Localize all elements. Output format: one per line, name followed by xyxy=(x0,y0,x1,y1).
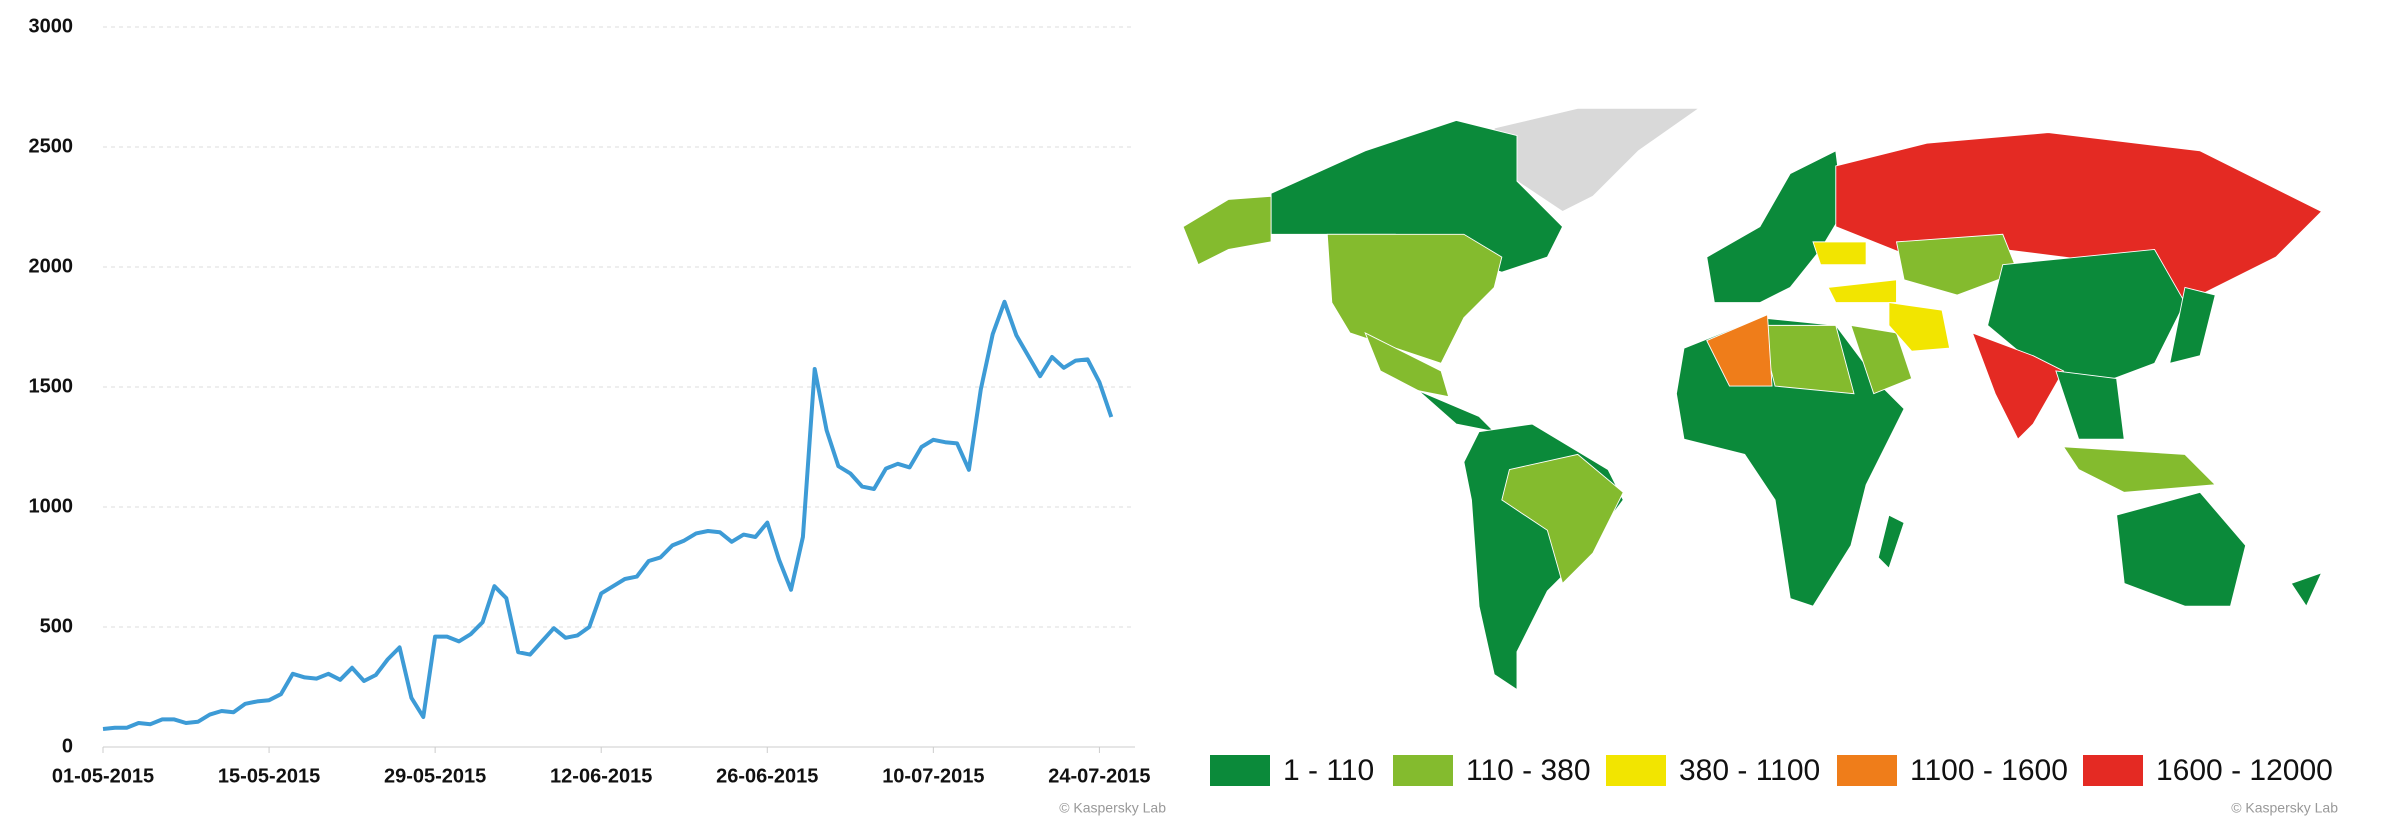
legend-label: 1600 - 12000 xyxy=(2156,754,2333,787)
legend-swatch xyxy=(1606,755,1666,786)
legend-swatch xyxy=(1837,755,1897,786)
x-tick-label: 29-05-2015 xyxy=(384,765,486,787)
data-line xyxy=(102,299,1114,731)
map-region xyxy=(2062,446,2217,493)
x-tick-label: 01-05-2015 xyxy=(52,765,154,787)
credit: © Kaspersky Lab xyxy=(1059,800,1166,816)
legend-swatch xyxy=(2083,755,2143,786)
x-tick-label: 12-06-2015 xyxy=(550,765,652,787)
map-region xyxy=(2055,370,2125,440)
map-region xyxy=(2290,572,2323,608)
legend-label: 380 - 1100 xyxy=(1679,754,1820,787)
legend-label: 1100 - 1600 xyxy=(1910,754,2068,787)
map-region xyxy=(1888,302,1951,352)
x-tick-label: 15-05-2015 xyxy=(218,765,320,787)
y-tick-label: 500 xyxy=(40,615,73,637)
map-region xyxy=(1877,514,1905,570)
y-tick-label: 1500 xyxy=(29,375,74,397)
map-region xyxy=(1364,332,1450,398)
x-tick-label: 26-06-2015 xyxy=(716,765,818,787)
map-region xyxy=(1971,332,2065,440)
credit: © Kaspersky Lab xyxy=(2231,800,2338,816)
map-region xyxy=(1812,241,1867,266)
map-region xyxy=(1895,233,2019,296)
y-tick-label: 2500 xyxy=(29,135,74,157)
map-region xyxy=(1706,314,1773,387)
map-region xyxy=(1182,195,1272,266)
world-map xyxy=(1182,107,2323,691)
map-region xyxy=(1827,279,1897,304)
legend-swatch xyxy=(1210,755,1270,786)
map-region xyxy=(1987,248,2186,387)
map-region xyxy=(1850,324,1913,395)
x-tick-label: 10-07-2015 xyxy=(882,765,984,787)
y-tick-label: 3000 xyxy=(29,15,74,37)
map-region xyxy=(1706,150,1844,304)
map-region xyxy=(1418,390,1496,433)
y-tick-label: 2000 xyxy=(29,255,74,277)
map-region xyxy=(2169,286,2216,364)
map-region xyxy=(1501,453,1624,585)
legend-swatch xyxy=(1393,755,1453,786)
map-region xyxy=(2116,491,2247,607)
legend-label: 110 - 380 xyxy=(1466,754,1591,787)
y-tick-label: 0 xyxy=(62,735,73,757)
legend-label: 1 - 110 xyxy=(1283,754,1374,787)
y-tick-label: 1000 xyxy=(29,495,74,517)
x-tick-label: 24-07-2015 xyxy=(1048,765,1150,787)
map-region xyxy=(1326,233,1503,364)
